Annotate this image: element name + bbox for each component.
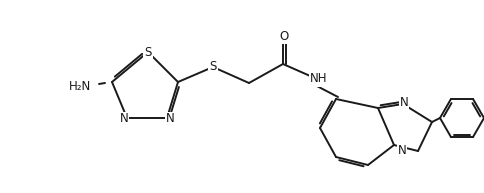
Text: H: H	[82, 80, 91, 92]
Text: N: N	[399, 96, 408, 108]
Text: N: N	[397, 144, 406, 157]
Text: O: O	[279, 30, 288, 43]
Text: N: N	[165, 113, 174, 125]
Text: S: S	[144, 46, 151, 58]
Text: H₂N: H₂N	[69, 80, 91, 92]
Text: N: N	[120, 113, 128, 125]
Text: NH: NH	[310, 73, 327, 85]
Text: S: S	[209, 60, 216, 74]
